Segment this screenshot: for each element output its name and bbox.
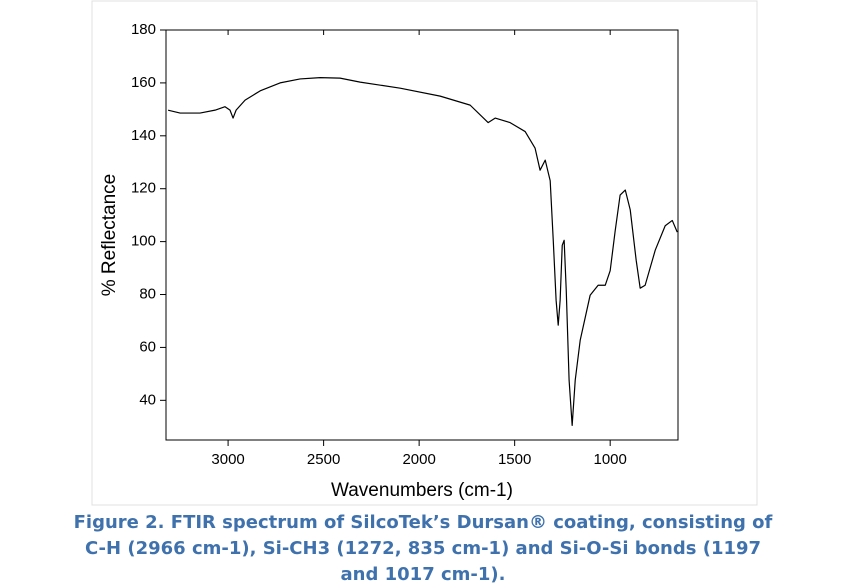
x-tick-label: 1000 [593,451,626,468]
y-tick-label: 180 [131,21,156,38]
plot-frame [165,29,679,441]
chart: Wavenumbers (cm-1) % Reflectance 40 60 80 1… [91,0,758,506]
y-tick-label: 40 [139,391,156,408]
y-tick-label: 160 [131,74,156,91]
y-tick-label: 100 [131,233,156,250]
x-tick-label: 2000 [402,451,435,468]
caption: Figure 2. FTIR spectrum of SilcoTek’s Du… [73,512,773,585]
y-tick-label: 60 [139,338,156,355]
spectrum-line [167,77,678,427]
x-axis-label: Wavenumbers (cm-1) [331,480,513,501]
y-axis-label: % Reflectance [99,174,120,297]
x-tick-label: 1500 [498,451,531,468]
x-tick-label: 2500 [307,451,340,468]
y-tick-label: 120 [131,180,156,197]
y-tick-label: 80 [139,285,156,302]
figure-border [91,0,758,506]
page: Wavenumbers (cm-1) % Reflectance 40 60 80 1… [73,0,773,585]
x-tick-label: 3000 [211,451,244,468]
y-tick-label: 140 [131,127,156,144]
